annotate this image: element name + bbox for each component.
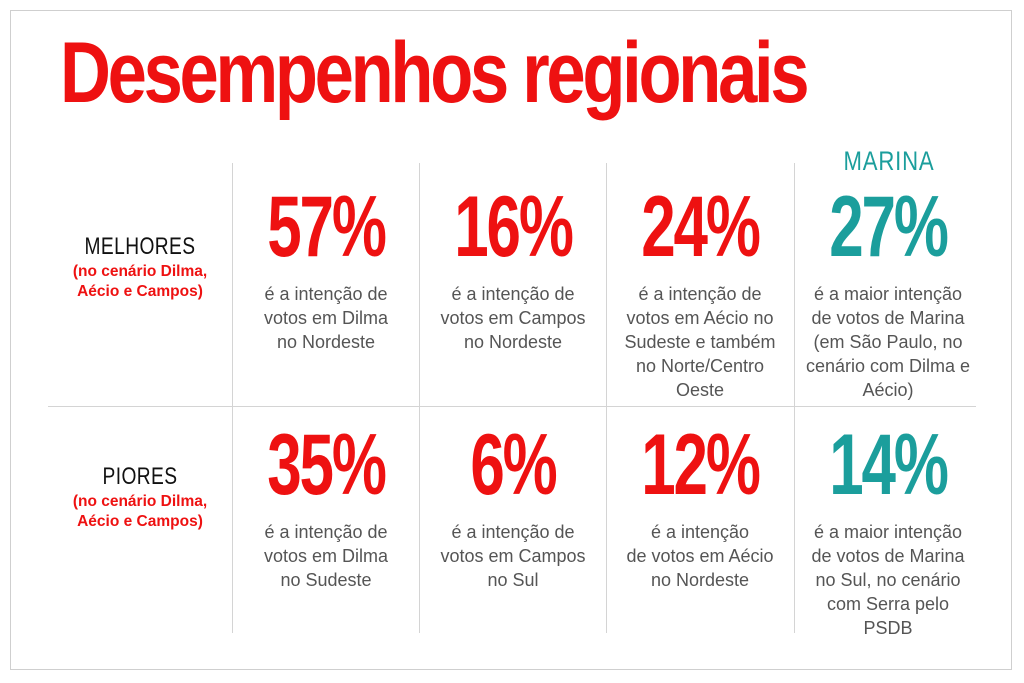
description-line: Sudeste e também [624,332,776,352]
column-divider [606,163,607,633]
percentage-description: é a intenção de votos em Aécio no Nordeste [606,520,794,592]
description-line: com Serra pelo [826,594,950,614]
description-line: no Nordeste [463,332,563,352]
table-cell: 24% é a intenção de votos em Aécio no Sudes… [606,184,794,402]
description-line: Aécio) [862,380,914,400]
description-line: é a intenção de [264,522,388,542]
description-line: no Sul, no cenário [815,570,961,590]
description-line: votos em Dilma [263,546,389,566]
description-line: votos em Dilma [263,308,389,328]
table-cell: 14% é a maior intenção de votos de Marina n… [794,422,982,640]
table-cell: 16% é a intenção de votos em Campos no Nord… [419,184,607,354]
table-cell: 35% é a intenção de votos em Dilma no Sudes… [232,422,420,592]
percentage-value: 16% [454,179,574,275]
table-cell: 6% é a intenção de votos em Campos no Sul [419,422,607,592]
column-divider [794,163,795,633]
description-line: é a intenção de [264,284,388,304]
description-line: (em São Paulo, no [813,332,963,352]
candidate-label-marina: MARINA [843,146,935,176]
page-title: Desempenhos regionais [60,25,810,121]
description-line: de votos de Marina [811,308,965,328]
description-line: é a intenção [650,522,750,542]
description-line: votos em Campos [440,308,586,328]
row-label-title: PIORES [102,463,178,490]
description-line: de votos em Aécio [626,546,774,566]
table-cell: 12% é a intenção de votos em Aécio no Norde… [606,422,794,592]
percentage-description: é a intenção de votos em Aécio no Sudeste … [606,282,794,402]
percentage-description: é a intenção de votos em Campos no Sul [419,520,607,592]
percentage-description: é a intenção de votos em Dilma no Nordeste [232,282,420,354]
row-label-subtitle: (no cenário Dilma, [72,263,208,280]
percentage-value: 24% [641,179,761,275]
row-label-piores: PIORES (no cenário Dilma, Aécio e Campos… [48,462,232,532]
row-divider [48,406,976,407]
description-line: no Sudeste [280,570,372,590]
percentage-description: é a maior intenção de votos de Marina no S… [794,520,982,640]
row-label-title: MELHORES [84,233,196,260]
description-line: é a maior intenção [813,522,963,542]
column-divider [419,163,420,633]
column-divider [232,163,233,633]
description-line: no Nordeste [276,332,376,352]
description-line: no Nordeste [650,570,750,590]
percentage-description: é a intenção de votos em Campos no Nordest… [419,282,607,354]
percentage-value: 57% [267,179,387,275]
percentage-description: é a maior intenção de votos de Marina (em … [794,282,982,402]
row-label-subtitle: (no cenário Dilma, [72,493,208,510]
row-label-subtitle: Aécio e Campos) [77,513,203,530]
description-line: no Sul [487,570,539,590]
percentage-value: 27% [829,179,949,275]
table-cell: 57% é a intenção de votos em Dilma no Norde… [232,184,420,354]
row-label-subtitle: Aécio e Campos) [77,283,203,300]
description-line: cenário com Dilma e [805,356,971,376]
infographic-frame [10,10,1012,670]
description-line: é a intenção de [451,284,575,304]
description-line: de votos de Marina [811,546,965,566]
percentage-value: 12% [641,417,761,513]
row-label-melhores: MELHORES (no cenário Dilma, Aécio e Camp… [48,232,232,302]
description-line: é a maior intenção [813,284,963,304]
description-line: no Norte/Centro [635,356,765,376]
description-line: Oeste [675,380,725,400]
percentage-value: 14% [829,417,949,513]
table-cell: 27% é a maior intenção de votos de Marina(… [794,184,982,402]
description-line: PSDB [863,618,913,638]
percentage-value: 6% [470,417,557,513]
description-line: é a intenção de [451,522,575,542]
description-line: votos em Aécio no [626,308,774,328]
percentage-description: é a intenção de votos em Dilma no Sudeste [232,520,420,592]
percentage-value: 35% [267,417,387,513]
description-line: votos em Campos [440,546,586,566]
description-line: é a intenção de [638,284,762,304]
